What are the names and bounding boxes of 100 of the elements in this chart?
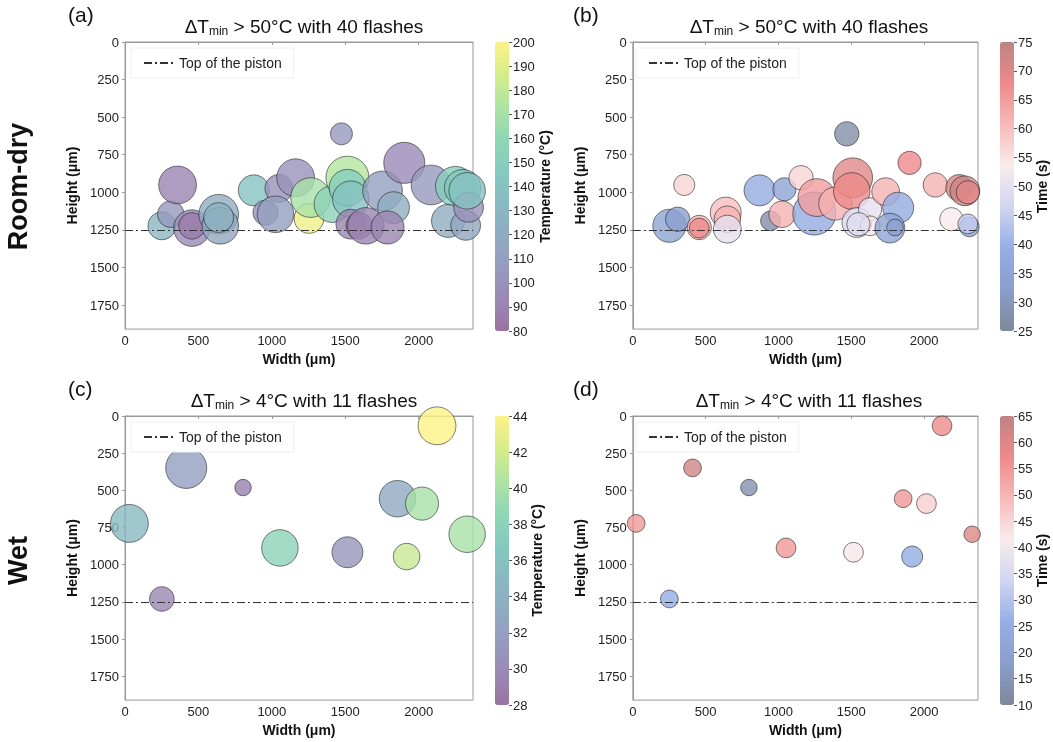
y-tick-label: 1500 [597,259,627,275]
x-tick-label: 500 [187,333,210,349]
y-tick-label: 1750 [90,668,119,684]
color-bar-label: 70 [1018,63,1033,79]
x-axis-title: Width (μm) [768,351,842,367]
x-tick-label: 0 [629,333,637,349]
color-bar-label: 30 [1018,592,1033,608]
color-bar-label: 25 [1018,323,1033,339]
legend-label: Top of the piston [179,429,282,445]
x-tick-label: 2000 [404,333,434,349]
y-tick-label: 1250 [90,222,119,238]
x-tick-label: 1500 [330,333,360,349]
color-bar-label: 170 [513,106,535,122]
color-bar-label: 60 [1018,434,1033,450]
x-tick-label: 2000 [404,704,434,720]
y-tick-label: 500 [97,109,119,125]
x-tick-label: 1500 [836,704,866,720]
x-tick-label: 1500 [836,333,866,349]
color-bar-label: 32 [513,625,528,641]
color-bar-label: 20 [1018,644,1033,660]
x-tick-label: 2000 [909,333,939,349]
x-tick-label: 0 [121,333,129,349]
color-bar-label: 120 [513,227,535,243]
text: (a) [68,3,94,26]
color-bar-label: 40 [1018,539,1033,555]
text: (b) [573,3,599,26]
legend-label: Top of the piston [179,55,282,71]
y-tick-label: 1750 [90,297,119,313]
x-tick-label: 1000 [764,704,793,720]
x-tick-label: 1000 [764,333,793,349]
y-tick-label: 0 [619,34,627,50]
color-bar-label: 30 [513,661,528,677]
x-axis-title: Width (μm) [262,722,336,738]
color-bar-label: 90 [513,299,528,315]
y-tick-label: 1000 [90,184,119,200]
y-tick-label: 1000 [597,557,627,573]
color-bar-title: Temperature (°C) [529,504,545,617]
color-bar-label: 190 [513,58,535,74]
color-bar-label: 36 [513,553,528,568]
y-tick-label: 250 [97,72,119,88]
color-bar-label: 50 [1018,487,1033,503]
text: (c) [68,377,93,400]
color-bar-label: 42 [513,444,528,460]
x-tick-label: 2000 [909,704,939,720]
x-tick-label: 0 [121,704,129,720]
y-tick-label: 0 [111,34,119,50]
text: (d) [573,377,599,400]
color-bar-label: 40 [513,480,528,496]
x-axis-title: Width (μm) [262,351,336,367]
legend-label: Top of the piston [684,55,787,71]
x-tick-label: 500 [187,704,210,720]
color-bar-label: 130 [513,203,535,219]
color-bar-label: 75 [1018,34,1033,50]
color-bar-label: 44 [513,408,528,424]
y-tick-label: 750 [97,147,119,163]
y-axis-title: Height (μm) [64,519,81,597]
color-bar-title: Temperature (°C) [537,130,553,243]
color-bar-label: 25 [1018,618,1033,634]
legend-label: Top of the piston [684,429,787,445]
y-tick-label: 1500 [597,631,627,647]
color-bar-label: 45 [1018,207,1033,223]
color-bar-label: 200 [513,34,535,50]
y-tick-label: 250 [605,72,627,88]
y-tick-label: 0 [111,408,119,424]
color-bar-label: 35 [1018,265,1033,281]
color-bar-label: 140 [513,179,535,194]
color-bar-label: 35 [1018,566,1033,582]
color-bar-label: 28 [513,697,528,713]
y-tick-label: 1250 [90,594,119,610]
x-tick-label: 500 [694,704,717,720]
y-tick-label: 1500 [90,631,119,647]
color-bar-label: 80 [513,323,528,339]
color-bar-title: Time (s) [1034,533,1050,588]
y-tick-label: 500 [605,109,627,125]
color-bar-label: 180 [513,82,535,98]
y-tick-label: 0 [619,408,627,424]
y-tick-label: 1750 [597,668,627,684]
color-bar-label: 65 [1018,408,1033,424]
y-tick-label: 1500 [90,259,119,275]
y-tick-label: 250 [605,445,627,461]
y-tick-label: 750 [605,520,627,536]
y-axis-title: Height (μm) [64,146,81,225]
text: Room-dry [3,122,33,251]
y-axis-title: Height (μm) [572,146,588,225]
x-tick-label: 1000 [257,704,287,720]
y-tick-label: 500 [97,482,119,498]
y-tick-label: 750 [605,147,627,163]
color-bar-label: 100 [513,275,535,291]
color-bar-label: 150 [513,154,535,170]
color-bar-label: 15 [1018,671,1033,687]
color-bar-label: 40 [1018,236,1033,252]
color-bar-label: 34 [513,589,528,605]
y-tick-label: 1000 [597,184,627,200]
color-bar-label: 30 [1018,294,1033,310]
color-bar-label: 50 [1018,179,1033,194]
x-tick-label: 500 [694,333,717,349]
x-tick-label: 1500 [330,704,360,720]
color-bar-label: 55 [1018,461,1033,477]
y-tick-label: 1250 [597,594,627,610]
y-tick-label: 1000 [90,557,119,573]
